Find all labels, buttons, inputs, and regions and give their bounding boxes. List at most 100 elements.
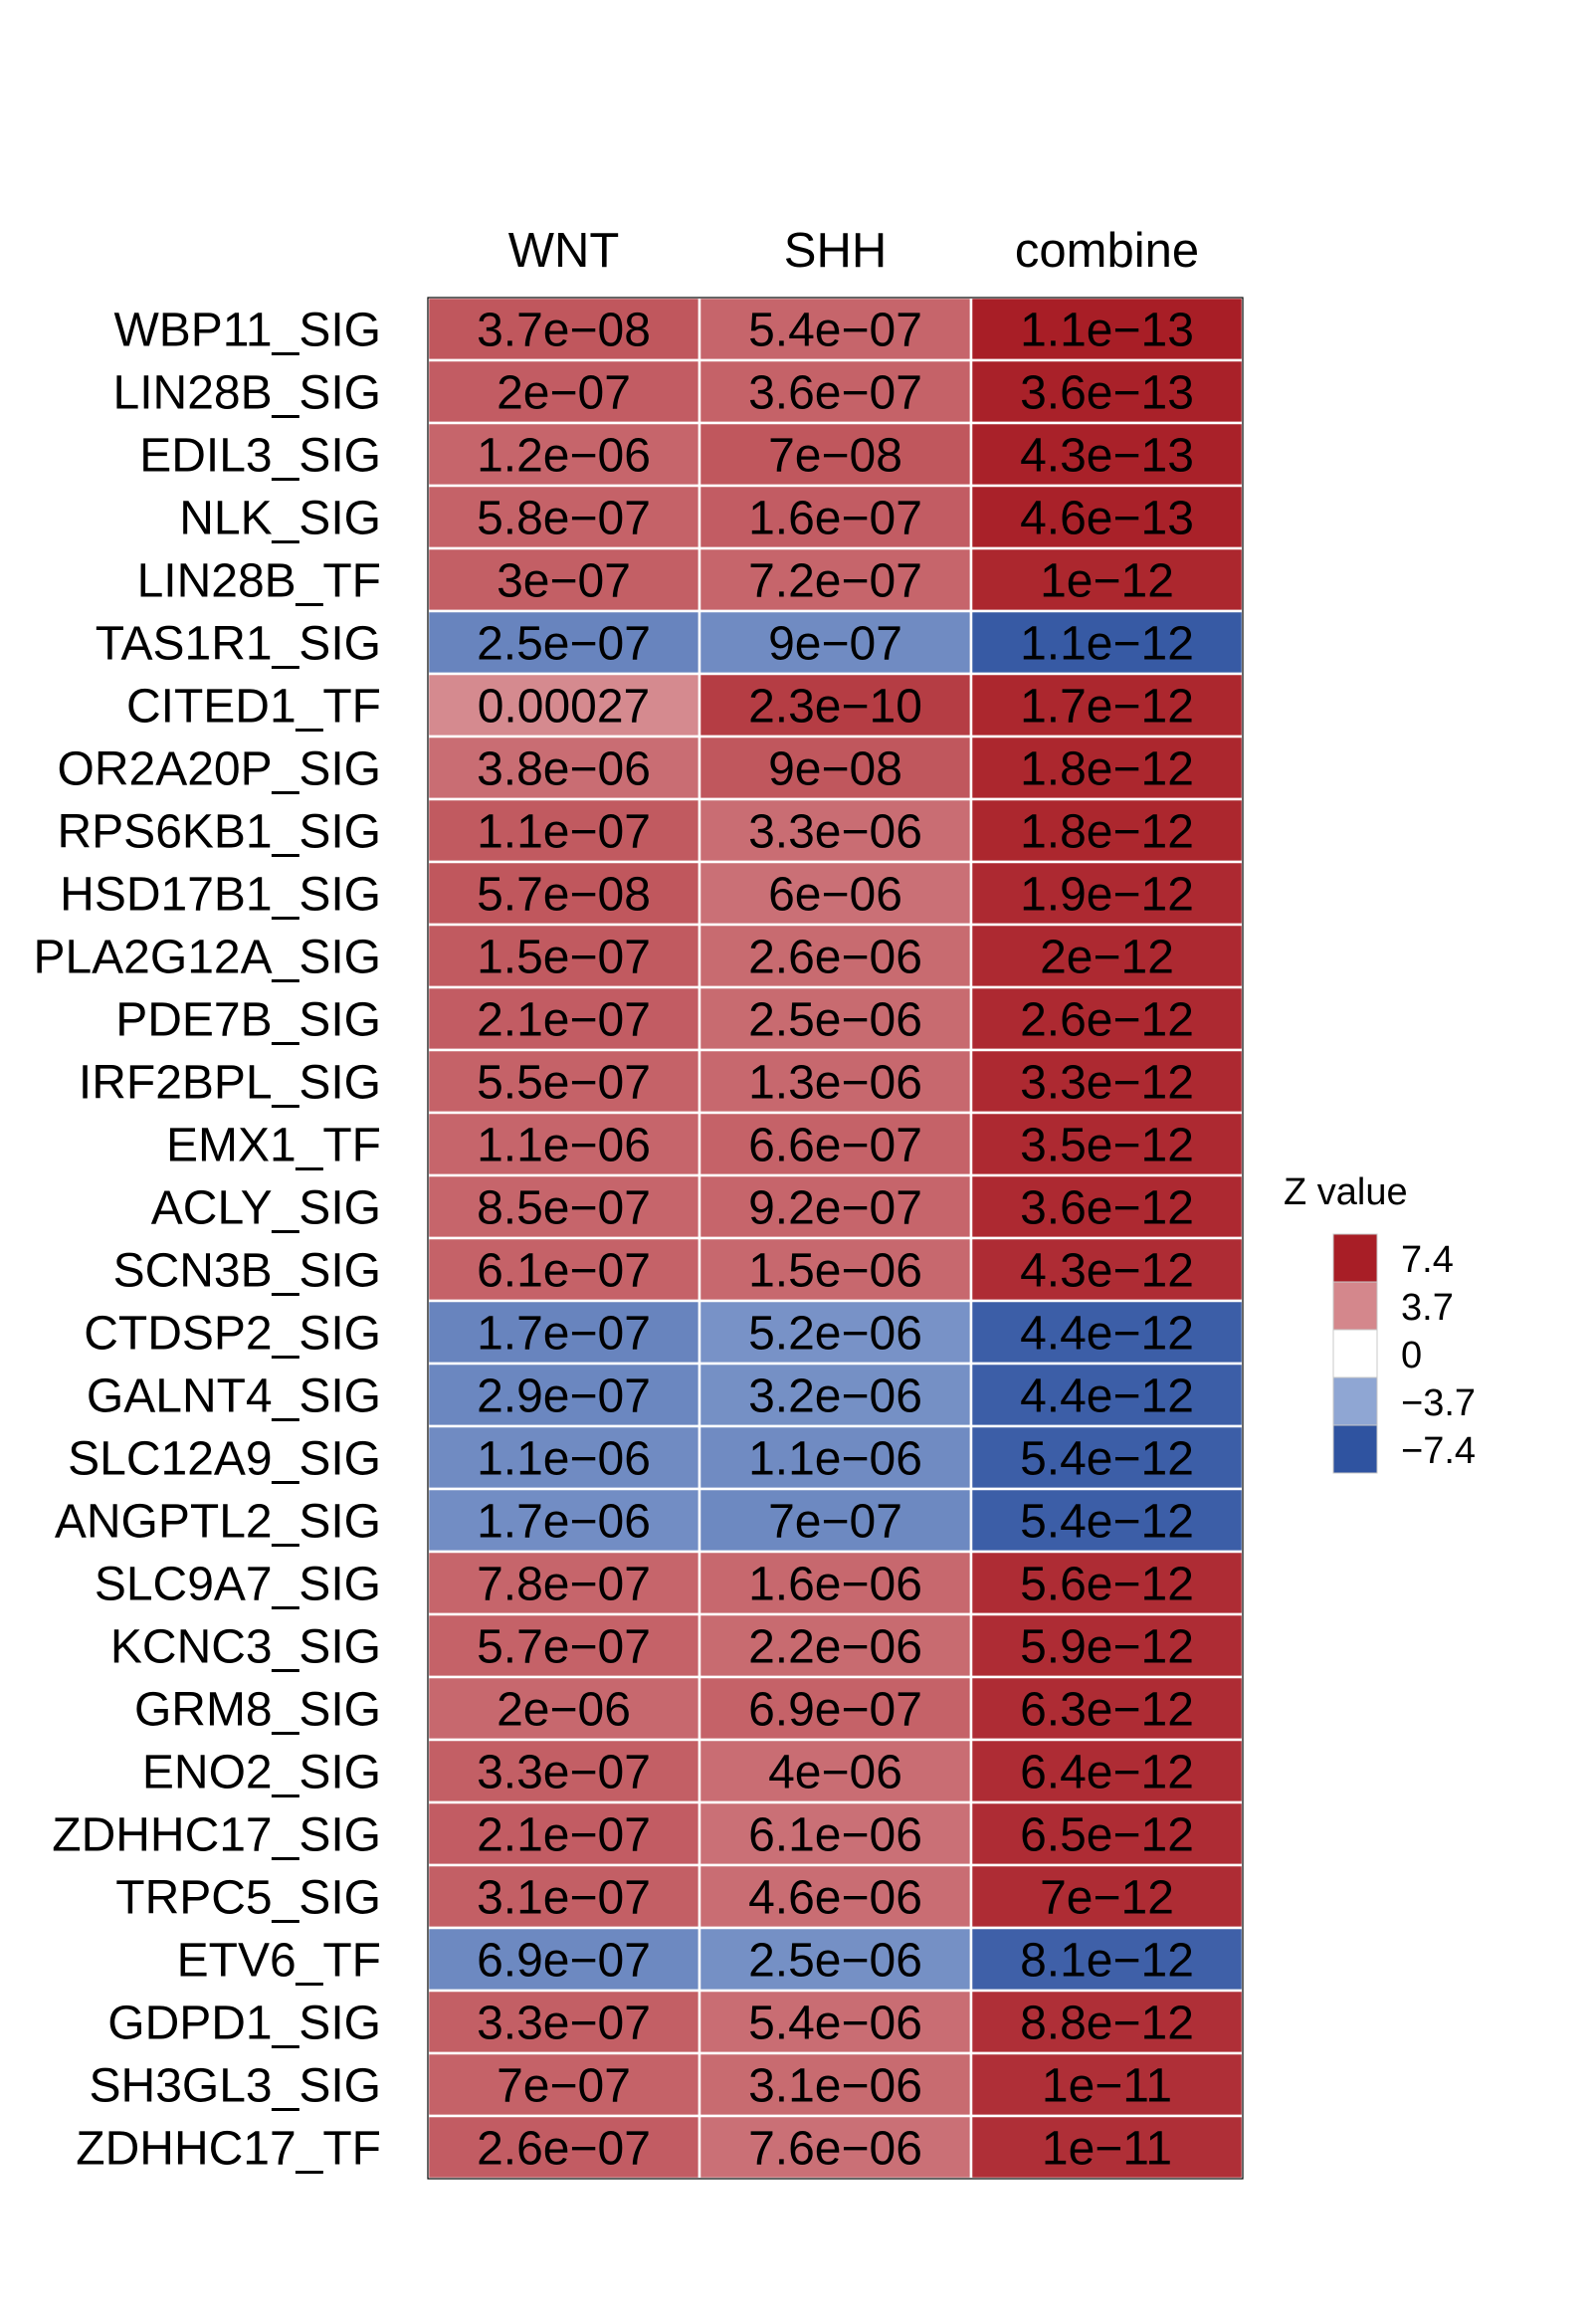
- cell-value-label: 7e−08: [768, 430, 902, 483]
- row-label: TRPC5_SIG: [115, 1872, 381, 1925]
- cell-value-label: 9.2e−07: [748, 1182, 922, 1235]
- heatmap-cell: [698, 1236, 973, 1303]
- heatmap-cell: [969, 1111, 1245, 1177]
- cell-value-label: 7e−07: [768, 1496, 902, 1549]
- cell-value-label: 2.6e−06: [748, 932, 922, 984]
- heatmap-cell: [969, 609, 1245, 676]
- cell-value-label: 2.9e−07: [477, 1371, 651, 1423]
- heatmap-cell: [698, 296, 973, 362]
- column-labels: WNT SHH combine: [508, 224, 1199, 278]
- cell-value-label: 1.1e−06: [477, 1120, 651, 1172]
- legend-title: Z value: [1284, 1171, 1408, 1213]
- heatmap-cell: [969, 484, 1245, 550]
- cell-value-label: 2.1e−07: [477, 994, 651, 1047]
- cell-value-label: 8.5e−07: [477, 1182, 651, 1235]
- heatmap-cell: [698, 546, 973, 613]
- cell-value-label: 4.3e−12: [1020, 1245, 1194, 1298]
- heatmap-cell: [969, 1173, 1245, 1240]
- heatmap-cells: 3.7e−08 5.4e−07 1.1e−13 2e−07 3.6e−07 3.6e−13…: [426, 296, 1245, 2181]
- cell-value-label: 7.8e−07: [477, 1559, 651, 1611]
- cell-value-label: 1.1e−07: [477, 806, 651, 859]
- heatmap-cell: [426, 1863, 701, 1930]
- cell-value-label: 6.6e−07: [748, 1120, 922, 1172]
- heatmap-cell: [969, 1236, 1245, 1303]
- cell-value-label: 6.3e−12: [1020, 1684, 1194, 1737]
- legend-swatch: [1332, 1281, 1378, 1331]
- heatmap-cell: [426, 1048, 701, 1115]
- row-label: ETV6_TF: [177, 1935, 381, 1988]
- row-label: ZDHHC17_TF: [76, 2123, 381, 2176]
- heatmap-cell: [969, 985, 1245, 1052]
- heatmap-cell: [426, 2114, 701, 2181]
- heatmap-cell: [426, 1299, 701, 1366]
- heatmap-cell: [698, 609, 973, 676]
- cell-value-label: 3.6e−07: [748, 367, 922, 420]
- legend-tick-label: −7.4: [1401, 1430, 1476, 1472]
- heatmap-cell: [969, 358, 1245, 425]
- heatmap-cell: [969, 1989, 1245, 2055]
- cell-value-label: 1e−12: [1040, 555, 1174, 608]
- heatmap-cell: [698, 1362, 973, 1428]
- heatmap-cell: [426, 1173, 701, 1240]
- column-label: WNT: [508, 224, 620, 278]
- legend-swatch: [1332, 1376, 1378, 1426]
- cell-value-label: 6.1e−07: [477, 1245, 651, 1298]
- heatmap-cell: [426, 1236, 701, 1303]
- cell-value-label: 3e−07: [497, 555, 631, 608]
- cell-value-label: 2.2e−06: [748, 1621, 922, 1674]
- legend-swatch: [1332, 1329, 1378, 1378]
- cell-value-label: 4.6e−13: [1020, 493, 1194, 545]
- row-label: KCNC3_SIG: [110, 1621, 381, 1674]
- legend-swatch: [1332, 1233, 1378, 1283]
- row-label: PLA2G12A_SIG: [33, 932, 381, 984]
- cell-value-label: 3.3e−12: [1020, 1057, 1194, 1110]
- row-label: TAS1R1_SIG: [96, 618, 381, 671]
- cell-value-label: 1.6e−07: [748, 493, 922, 545]
- cell-value-label: 3.6e−13: [1020, 367, 1194, 420]
- heatmap-cell: [698, 1989, 973, 2055]
- legend-tick-label: 3.7: [1401, 1287, 1454, 1329]
- heatmap-cell: [969, 1612, 1245, 1679]
- heatmap-cell: [698, 1863, 973, 1930]
- cell-value-label: 2.1e−07: [477, 1809, 651, 1862]
- heatmap-cell: [426, 484, 701, 550]
- heatmap-cell: [426, 1675, 701, 1742]
- cell-value-label: 3.2e−06: [748, 1371, 922, 1423]
- heatmap-cell: [698, 1487, 973, 1554]
- heatmap-cell: [698, 672, 973, 739]
- heatmap-cell: [969, 1362, 1245, 1428]
- legend-swatch: [1332, 1424, 1378, 1474]
- heatmap-cell: [426, 1550, 701, 1616]
- cell-value-label: 8.8e−12: [1020, 1998, 1194, 2050]
- cell-value-label: 1.3e−06: [748, 1057, 922, 1110]
- heatmap-cell: [969, 2051, 1245, 2118]
- heatmap-border: [427, 297, 1244, 2180]
- cell-value-label: 6.5e−12: [1020, 1809, 1194, 1862]
- cell-value-label: 6e−06: [768, 869, 902, 922]
- heatmap-cell: [698, 1800, 973, 1867]
- cell-value-label: 3.8e−06: [477, 743, 651, 796]
- cell-value-label: 2e−06: [497, 1684, 631, 1737]
- heatmap-cell: [698, 1424, 973, 1491]
- legend-tick-label: 7.4: [1401, 1239, 1454, 1281]
- heatmap-cell: [969, 1863, 1245, 1930]
- row-label: ACLY_SIG: [151, 1182, 381, 1235]
- cell-value-label: 3.3e−07: [477, 1998, 651, 2050]
- cell-value-label: 2.5e−06: [748, 994, 922, 1047]
- cell-value-label: 1.1e−06: [748, 1433, 922, 1486]
- row-label: CITED1_TF: [126, 681, 381, 734]
- heatmap-cell: [426, 672, 701, 739]
- cell-value-label: 5.4e−12: [1020, 1496, 1194, 1549]
- column-label: SHH: [784, 224, 887, 278]
- cell-value-label: 7e−07: [497, 2060, 631, 2113]
- cell-value-label: 0.00027: [478, 681, 651, 734]
- cell-value-label: 5.2e−06: [748, 1308, 922, 1361]
- cell-value-label: 6.4e−12: [1020, 1747, 1194, 1799]
- row-label: NLK_SIG: [179, 493, 381, 545]
- row-label: PDE7B_SIG: [115, 994, 381, 1047]
- cell-value-label: 3.1e−06: [748, 2060, 922, 2113]
- cell-value-label: 1.6e−06: [748, 1559, 922, 1611]
- heatmap-cell: [426, 1800, 701, 1867]
- heatmap-cell: [426, 1926, 701, 1993]
